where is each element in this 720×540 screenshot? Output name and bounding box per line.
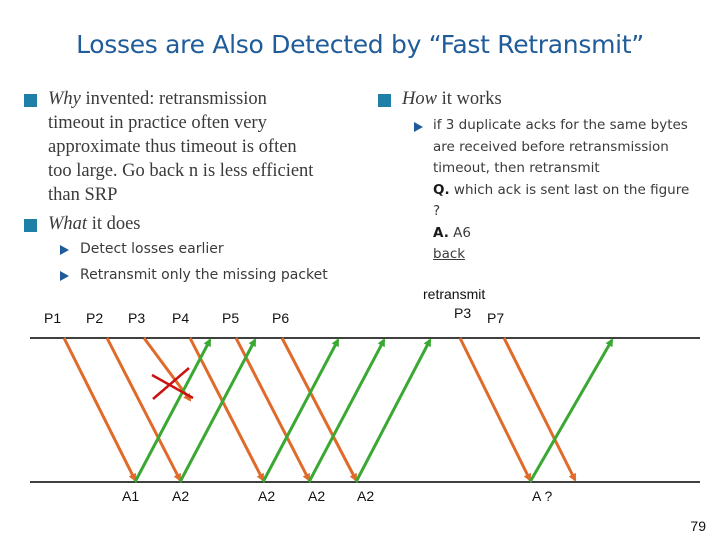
page-number: 79 [690,518,706,534]
ack-a2-dup2-arrow [307,338,386,483]
sub-bullet-arrow [60,271,69,281]
loss-x-mark [152,367,190,400]
sub-bullet-arrow [60,245,69,255]
sub-retransmit-missing: Retransmit only the missing packet [80,267,328,283]
answer-label: A. [433,224,449,241]
question-label: Q. [433,181,450,198]
label-p4: P4 [172,310,190,326]
bullet-square [24,94,37,107]
why-text: invented: retransmission [80,89,267,109]
how-line-2: are received before retransmission [433,138,669,155]
sub-bullet-arrow [414,122,423,132]
packet-p7-arrow [502,337,577,482]
label-p3-retransmit: P3 [454,305,472,321]
packet-p6-arrow [280,337,358,482]
ack-a1-arrow [133,338,212,483]
why-italic: Why [48,89,81,109]
packet-p3-retransmit-arrow [458,337,532,482]
what-italic: What [48,214,88,234]
question-text: which ack is sent last on the figure [449,181,690,198]
why-line-4: than SRP [48,185,118,205]
ack-a2-dup1-arrow [261,338,340,483]
label-p6: P6 [272,310,290,326]
packet-p2-arrow [105,337,182,482]
why-line-1: timeout in practice often very [48,113,267,133]
label-a2: A2 [172,488,190,504]
packet-p5-arrow [234,337,311,482]
sub-detect-losses: Detect losses earlier [80,241,224,257]
packet-p1-arrow [62,337,137,482]
back-link[interactable]: back [433,246,466,262]
how-details: if 3 duplicate acks for the same bytes a… [433,115,718,266]
what-bullet: What it does [48,212,141,236]
label-p1: P1 [44,310,62,326]
loss-x-mark [151,373,194,400]
how-text: it works [436,89,502,109]
label-retransmit: retransmit [423,286,486,302]
bullet-square [24,219,37,232]
ack-a-unknown-arrow [528,338,614,483]
label-p5: P5 [222,310,240,326]
label-p3: P3 [128,310,146,326]
how-line-1: if 3 duplicate acks for the same bytes [433,117,688,133]
bullet-square [378,94,391,107]
ack-a2-dup3-arrow [354,338,432,483]
label-a2-dup2: A2 [308,488,326,504]
how-line-3: timeout, then retransmit [433,160,600,176]
what-text: it does [87,214,141,234]
answer-text: A6 [448,224,471,241]
label-p2: P2 [86,310,104,326]
label-a2-dup1: A2 [258,488,276,504]
how-italic: How [402,89,437,109]
slide-title: Losses are Also Detected by “Fast Retran… [76,30,644,59]
why-line-2: approximate thus timeout is often [48,137,297,157]
question-cont: ? [433,203,441,219]
how-bullet: How it works [402,87,502,111]
label-p7: P7 [487,310,505,326]
why-bullet: Why invented: retransmission timeout in … [48,87,368,207]
label-a2-dup3: A2 [357,488,375,504]
label-a-unknown: A ? [532,488,553,504]
packet-p4-arrow [188,337,265,482]
ack-a2-arrow [178,338,257,483]
why-line-3: too large. Go back n is less efficient [48,161,314,181]
label-a1: A1 [122,488,140,504]
